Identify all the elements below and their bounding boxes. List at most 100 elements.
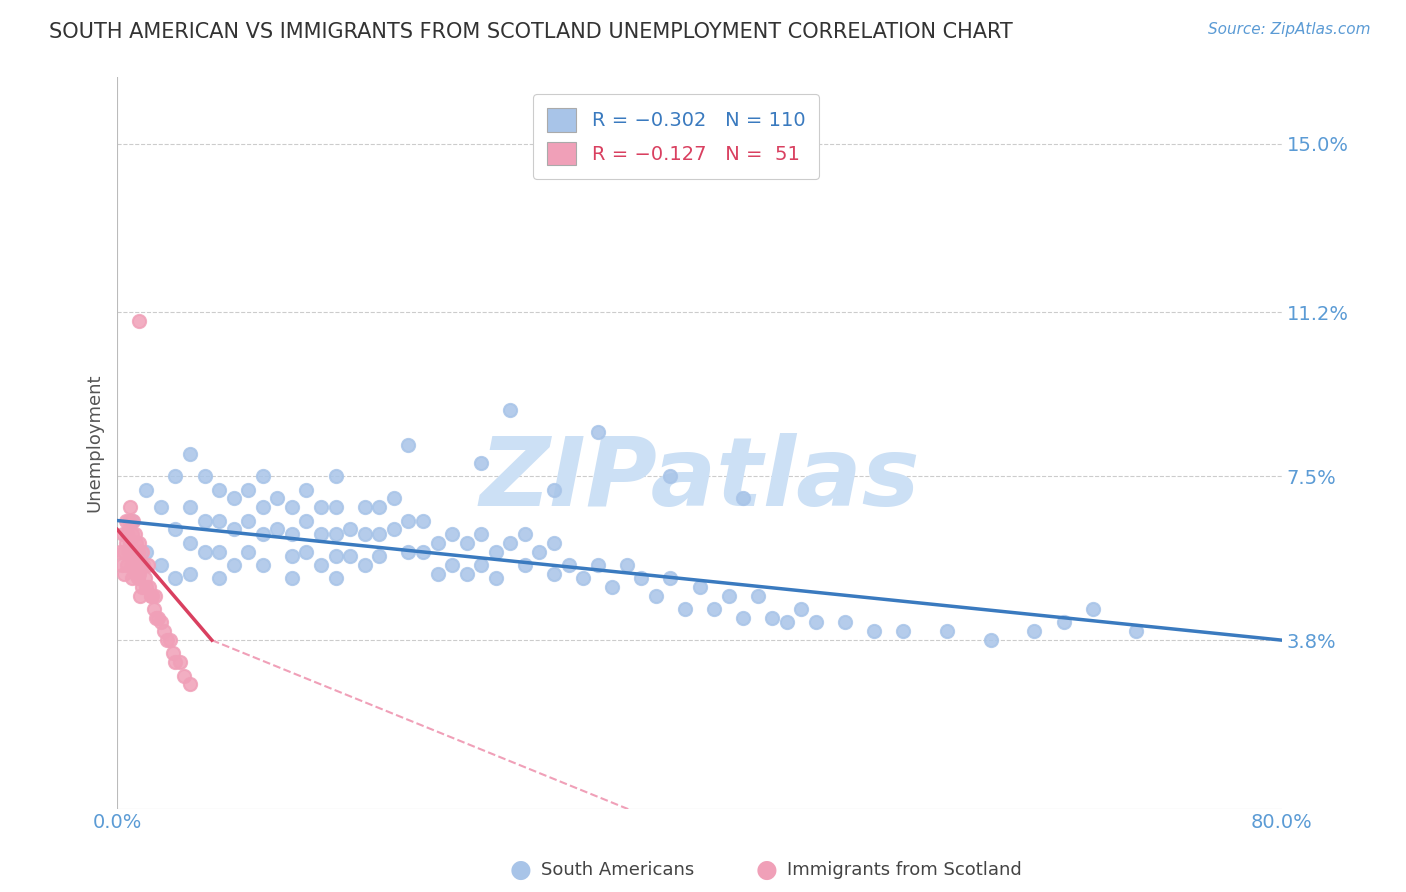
Text: SOUTH AMERICAN VS IMMIGRANTS FROM SCOTLAND UNEMPLOYMENT CORRELATION CHART: SOUTH AMERICAN VS IMMIGRANTS FROM SCOTLA… [49, 22, 1012, 42]
Point [117, 558, 139, 572]
Point [159, 633, 181, 648]
Point [513, 558, 536, 572]
Point [456, 566, 478, 581]
Point [513, 526, 536, 541]
Point [173, 668, 195, 682]
Point [135, 544, 157, 558]
Point [179, 500, 201, 515]
Point [412, 514, 434, 528]
Point [456, 535, 478, 549]
Point [470, 456, 492, 470]
Point [136, 558, 159, 572]
Point [135, 483, 157, 497]
Point [441, 526, 464, 541]
Point [980, 633, 1002, 648]
Point [295, 544, 318, 558]
Point [165, 469, 187, 483]
Point [368, 500, 391, 515]
Point [368, 526, 391, 541]
Point [396, 514, 419, 528]
Point [485, 544, 508, 558]
Point [222, 558, 245, 572]
Point [128, 314, 150, 328]
Text: Immigrants from Scotland: Immigrants from Scotland [787, 861, 1022, 879]
Point [382, 522, 405, 536]
Point [689, 580, 711, 594]
Point [761, 611, 783, 625]
Point [543, 566, 565, 581]
Point [135, 580, 157, 594]
Point [499, 402, 522, 417]
Point [804, 615, 827, 630]
Point [644, 589, 666, 603]
Point [138, 580, 160, 594]
Point [122, 514, 145, 528]
Point [121, 514, 143, 528]
Point [747, 589, 769, 603]
Point [281, 500, 304, 515]
Point [1125, 624, 1147, 639]
Point [325, 549, 347, 563]
Point [717, 589, 740, 603]
Point [499, 535, 522, 549]
Point [1052, 615, 1074, 630]
Point [252, 558, 274, 572]
Point [733, 491, 755, 506]
Point [281, 526, 304, 541]
Point [143, 589, 166, 603]
Point [156, 633, 179, 648]
Text: South Americans: South Americans [541, 861, 695, 879]
Point [659, 571, 682, 585]
Point [790, 602, 813, 616]
Point [114, 544, 136, 558]
Point [132, 558, 155, 572]
Point [281, 571, 304, 585]
Point [127, 571, 149, 585]
Point [470, 558, 492, 572]
Point [129, 589, 152, 603]
Point [142, 602, 165, 616]
Point [165, 522, 187, 536]
Point [252, 526, 274, 541]
Point [441, 558, 464, 572]
Point [426, 566, 449, 581]
Point [586, 425, 609, 439]
Point [121, 571, 143, 585]
Point [115, 514, 138, 528]
Point [222, 522, 245, 536]
Point [529, 544, 551, 558]
Point [557, 558, 579, 572]
Point [325, 571, 347, 585]
Point [325, 526, 347, 541]
Point [295, 483, 318, 497]
Point [266, 491, 288, 506]
Point [121, 558, 143, 572]
Point [121, 526, 143, 541]
Point [630, 571, 652, 585]
Point [485, 571, 508, 585]
Point [125, 535, 148, 549]
Text: ZIPatlas: ZIPatlas [479, 433, 920, 526]
Text: Source: ZipAtlas.com: Source: ZipAtlas.com [1208, 22, 1371, 37]
Point [325, 469, 347, 483]
Point [339, 522, 361, 536]
Point [122, 544, 145, 558]
Point [128, 566, 150, 581]
Point [733, 611, 755, 625]
Y-axis label: Unemployment: Unemployment [86, 374, 103, 512]
Point [110, 558, 132, 572]
Point [1081, 602, 1104, 616]
Point [131, 580, 153, 594]
Point [193, 469, 215, 483]
Point [396, 544, 419, 558]
Point [117, 526, 139, 541]
Point [426, 535, 449, 549]
Point [179, 566, 201, 581]
Point [208, 514, 231, 528]
Point [703, 602, 725, 616]
Point [412, 544, 434, 558]
Point [396, 438, 419, 452]
Point [149, 615, 172, 630]
Point [146, 611, 169, 625]
Point [208, 483, 231, 497]
